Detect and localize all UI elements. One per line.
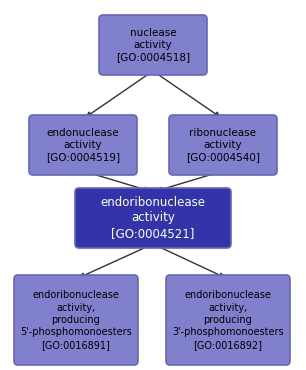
- FancyBboxPatch shape: [14, 275, 138, 365]
- FancyBboxPatch shape: [166, 275, 290, 365]
- FancyBboxPatch shape: [75, 188, 231, 248]
- FancyBboxPatch shape: [169, 115, 277, 175]
- Text: ribonuclease
activity
[GO:0004540]: ribonuclease activity [GO:0004540]: [186, 128, 260, 162]
- FancyBboxPatch shape: [99, 15, 207, 75]
- Text: endoribonuclease
activity,
producing
5'-phosphomonoesters
[GO:0016891]: endoribonuclease activity, producing 5'-…: [20, 290, 132, 350]
- Text: nuclease
activity
[GO:0004518]: nuclease activity [GO:0004518]: [116, 28, 190, 63]
- Text: endonuclease
activity
[GO:0004519]: endonuclease activity [GO:0004519]: [46, 128, 120, 162]
- Text: endoribonuclease
activity,
producing
3'-phosphomonoesters
[GO:0016892]: endoribonuclease activity, producing 3'-…: [172, 290, 284, 350]
- FancyBboxPatch shape: [29, 115, 137, 175]
- Text: endoribonuclease
activity
[GO:0004521]: endoribonuclease activity [GO:0004521]: [100, 195, 206, 240]
